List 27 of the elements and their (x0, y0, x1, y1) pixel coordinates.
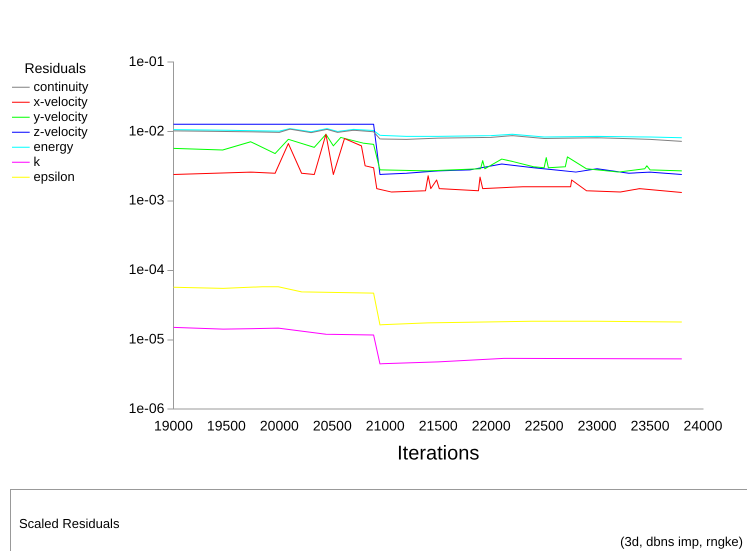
x-tick-label: 24000 (684, 417, 723, 434)
legend-label: y-velocity (34, 108, 88, 124)
legend-label: epsilon (34, 168, 75, 184)
x-tick-label: 19500 (206, 417, 246, 434)
legend-label: k (34, 154, 40, 169)
y-tick-label: 1e-03 (128, 192, 165, 208)
legend-label: z-velocity (34, 124, 88, 139)
legend-label: x-velocity (34, 94, 88, 109)
x-axis-title: Iterations (397, 442, 480, 465)
x-tick-label: 23500 (630, 417, 670, 434)
x-tick-label: 23000 (578, 417, 617, 434)
y-tick-label: 1e-02 (128, 122, 165, 138)
x-tick-label: 22000 (472, 417, 511, 434)
y-tick-label: 1e-01 (128, 52, 165, 69)
x-tick-label: 21500 (418, 417, 458, 434)
x-tick-label: 20000 (260, 417, 300, 434)
y-tick-label: 1e-05 (128, 330, 165, 347)
y-tick-label: 1e-04 (128, 261, 165, 278)
x-tick-label: 22500 (524, 417, 564, 434)
x-tick-label: 20500 (312, 417, 352, 434)
legend-label: energy (34, 138, 74, 154)
legend-title: Residuals (24, 60, 86, 76)
x-tick-label: 21000 (366, 417, 405, 434)
x-tick-label: 19000 (154, 417, 194, 434)
y-tick-label: 1e-06 (128, 400, 165, 416)
legend-label: continuity (34, 78, 89, 94)
caption-box: Scaled Residuals (3d, dbns imp, rngke) (10, 489, 747, 551)
